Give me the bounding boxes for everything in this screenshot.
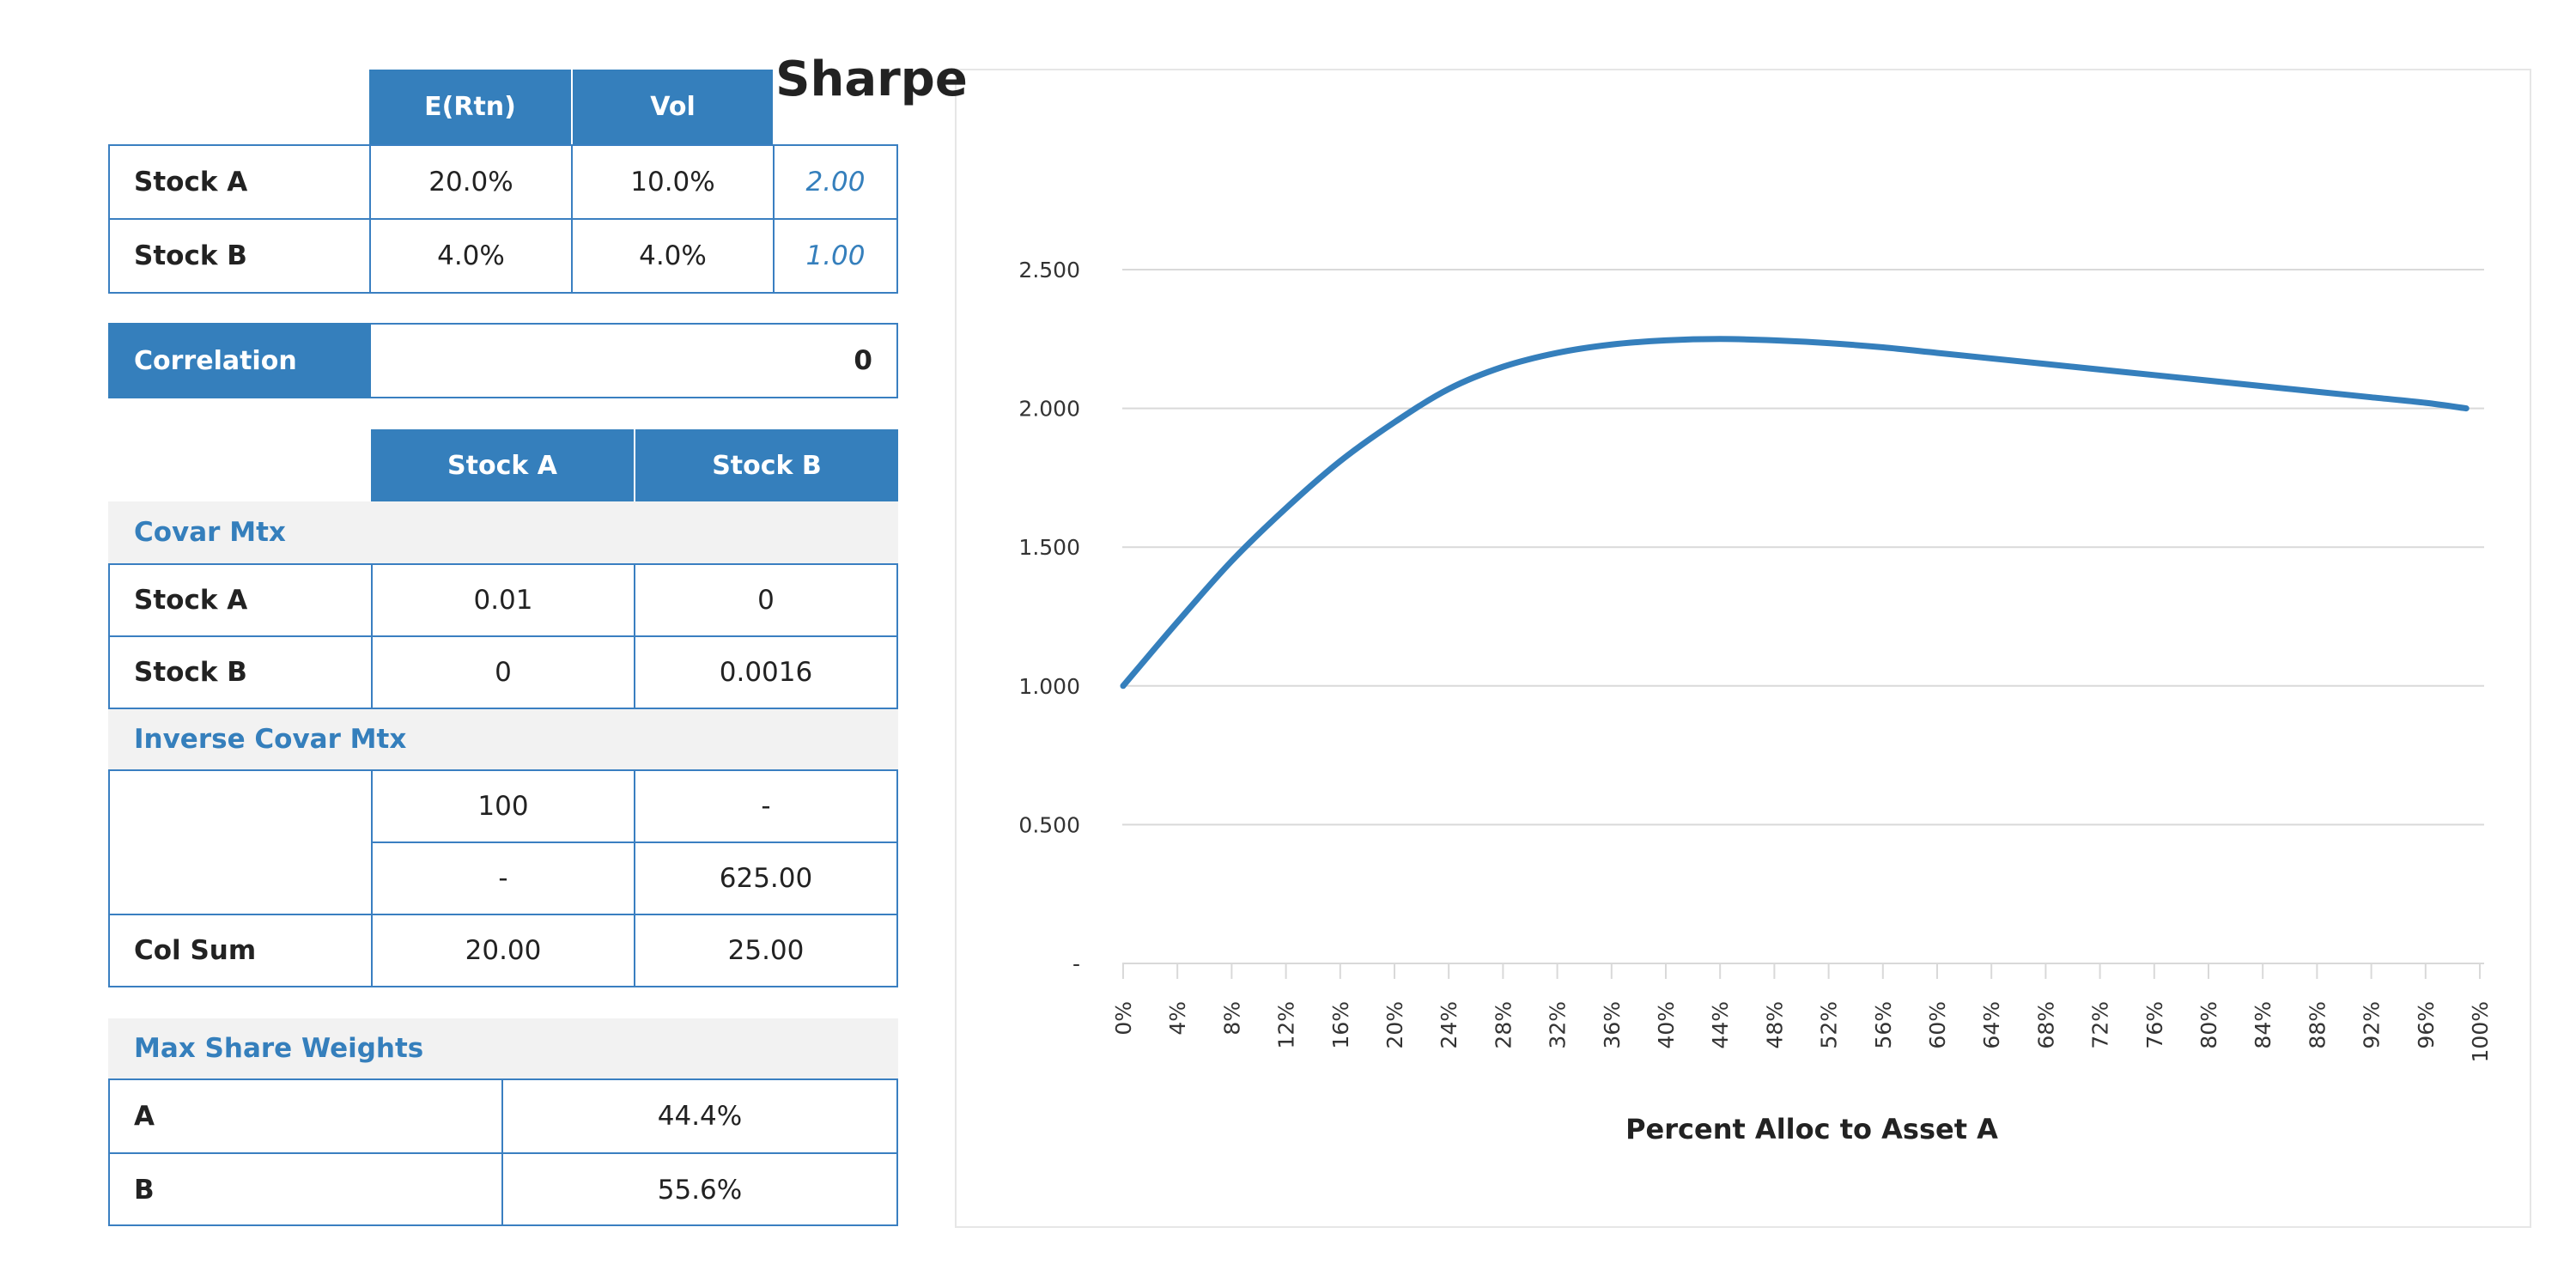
stock-a-ratio: 2.00 [805, 167, 866, 197]
stock-b-vol[interactable]: 4.0% [639, 240, 707, 271]
inv-cell-aa: 100 [477, 791, 529, 822]
correlation-input[interactable]: 0 [854, 345, 872, 376]
stock-b-ertn[interactable]: 4.0% [437, 240, 505, 271]
header-vol: Vol [571, 70, 773, 144]
x-axis-title: Percent Alloc to Asset A [1625, 1113, 1998, 1145]
sharpe-chart-panel[interactable] [955, 69, 2531, 1228]
stock-b-label: Stock B [134, 240, 247, 271]
inverse-covar-section-title: Inverse Covar Mtx [108, 709, 898, 769]
inverse-covar-table [108, 769, 898, 987]
matrix-header-stock-a: Stock A [371, 429, 634, 501]
covar-cell-ab: 0 [757, 585, 775, 616]
col-sum-b: 25.00 [727, 935, 805, 966]
stock-a-ertn[interactable]: 20.0% [428, 167, 513, 197]
col-sum-label: Col Sum [134, 935, 257, 966]
stock-b-ratio: 1.00 [805, 240, 866, 271]
max-share-value-a: 44.4% [657, 1101, 743, 1132]
max-share-label-a: A [134, 1101, 155, 1132]
covar-row-label-a: Stock A [134, 585, 248, 616]
stock-a-label: Stock A [134, 167, 248, 197]
stock-a-vol[interactable]: 10.0% [630, 167, 715, 197]
inv-cell-ab: - [761, 791, 771, 822]
covar-cell-ba: 0 [495, 657, 512, 688]
covar-cell-aa: 0.01 [473, 585, 533, 616]
max-share-label-b: B [134, 1175, 155, 1206]
inv-cell-bb: 625.00 [719, 863, 813, 894]
col-sum-a: 20.00 [465, 935, 542, 966]
header-ertn: E(Rtn) [369, 70, 571, 144]
covar-row-label-b: Stock B [134, 657, 247, 688]
max-share-section-title: Max Share Weights [108, 1018, 898, 1078]
covar-section-title: Covar Mtx [108, 501, 898, 563]
matrix-header-stock-b: Stock B [634, 429, 898, 501]
inv-cell-ba: - [498, 863, 508, 894]
correlation-label: Correlation [108, 323, 371, 398]
covar-cell-bb: 0.0016 [719, 657, 813, 688]
max-share-value-b: 55.6% [657, 1175, 743, 1206]
chart-title: Sharpe [775, 52, 968, 107]
